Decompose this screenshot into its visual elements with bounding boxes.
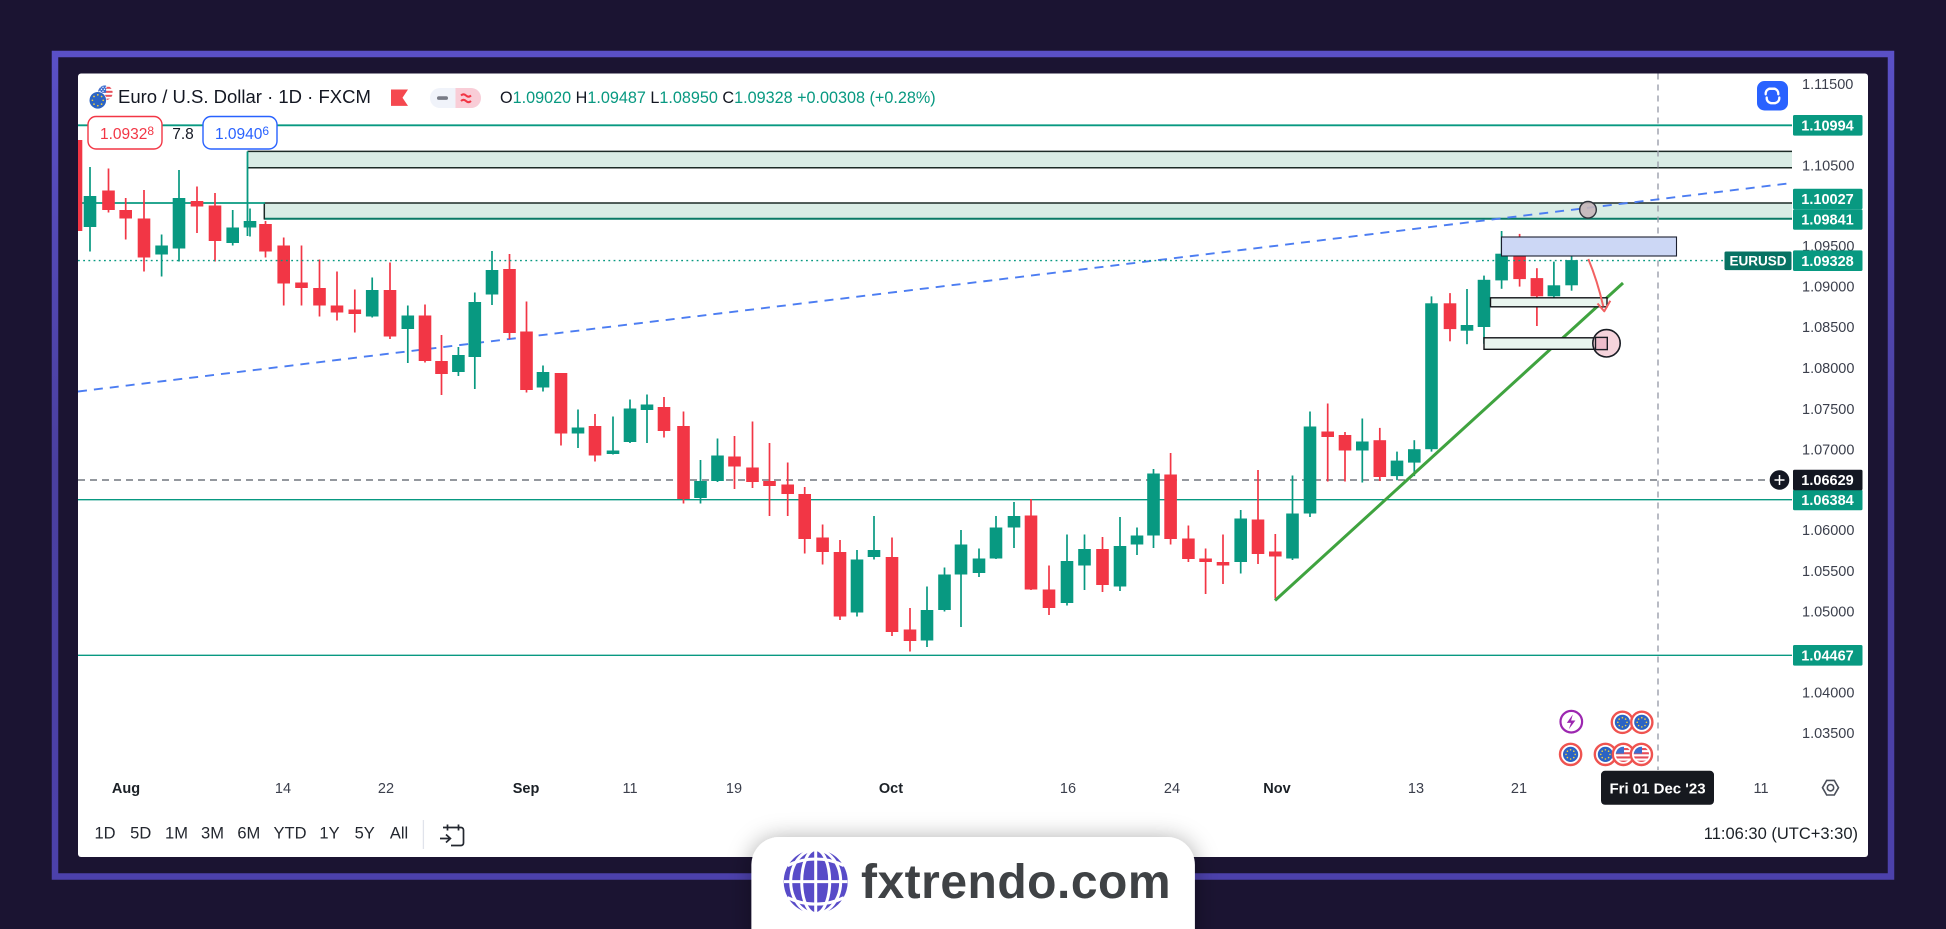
svg-text:24: 24: [1164, 781, 1180, 797]
svg-text:1Y: 1Y: [319, 825, 339, 843]
svg-text:1M: 1M: [165, 825, 188, 843]
svg-text:1.08000: 1.08000: [1802, 361, 1854, 377]
svg-text:5D: 5D: [130, 825, 151, 843]
svg-text:11: 11: [1753, 781, 1768, 797]
svg-text:Sep: Sep: [513, 781, 540, 797]
svg-text:All: All: [390, 825, 408, 843]
svg-text:1.06629: 1.06629: [1801, 473, 1853, 489]
svg-text:1.09406: 1.09406: [215, 124, 269, 143]
svg-text:Euro / U.S. Dollar · 1D · FXCM: Euro / U.S. Dollar · 1D · FXCM: [118, 86, 371, 107]
svg-text:3M: 3M: [201, 825, 224, 843]
svg-text:7.8: 7.8: [172, 126, 194, 143]
svg-text:6M: 6M: [237, 825, 260, 843]
svg-text:19: 19: [726, 781, 742, 797]
svg-text:1.09328: 1.09328: [1801, 254, 1853, 270]
svg-text:1.07000: 1.07000: [1802, 442, 1854, 458]
svg-text:Aug: Aug: [112, 781, 140, 797]
svg-text:1D: 1D: [94, 825, 115, 843]
svg-text:1.10027: 1.10027: [1801, 192, 1853, 208]
svg-text:Nov: Nov: [1263, 781, 1290, 797]
svg-text:1.09328: 1.09328: [100, 124, 154, 143]
svg-text:O1.09020 H1.09487 L1.08950 C1.: O1.09020 H1.09487 L1.08950 C1.09328 +0.0…: [500, 89, 936, 107]
svg-text:YTD: YTD: [274, 825, 307, 843]
svg-text:16: 16: [1060, 781, 1076, 797]
svg-text:1.11500: 1.11500: [1802, 77, 1853, 93]
svg-text:11: 11: [622, 781, 637, 797]
svg-text:1.06384: 1.06384: [1801, 493, 1853, 509]
svg-text:1.08500: 1.08500: [1802, 320, 1854, 336]
svg-text:fxtrendo.com: fxtrendo.com: [861, 856, 1171, 909]
svg-text:1.10994: 1.10994: [1801, 119, 1853, 135]
svg-text:1.03500: 1.03500: [1802, 726, 1854, 742]
svg-text:EURUSD: EURUSD: [1729, 253, 1786, 268]
svg-text:21: 21: [1511, 781, 1527, 797]
svg-text:1.04000: 1.04000: [1802, 686, 1854, 702]
svg-text:1.10500: 1.10500: [1802, 159, 1854, 175]
svg-text:1.09000: 1.09000: [1802, 280, 1854, 296]
svg-text:Fri 01 Dec '23: Fri 01 Dec '23: [1609, 781, 1705, 798]
svg-text:11:06:30 (UTC+3:30): 11:06:30 (UTC+3:30): [1704, 825, 1858, 843]
svg-text:13: 13: [1408, 781, 1424, 797]
svg-text:1.09841: 1.09841: [1801, 213, 1853, 229]
svg-text:Oct: Oct: [879, 781, 903, 797]
svg-text:1.04467: 1.04467: [1801, 649, 1853, 665]
svg-text:14: 14: [275, 781, 291, 797]
svg-text:5Y: 5Y: [355, 825, 375, 843]
svg-text:1.06000: 1.06000: [1802, 523, 1854, 539]
svg-text:22: 22: [378, 781, 394, 797]
svg-text:1.05000: 1.05000: [1802, 604, 1854, 620]
svg-text:1.05500: 1.05500: [1802, 564, 1854, 580]
svg-text:1.07500: 1.07500: [1802, 402, 1854, 418]
